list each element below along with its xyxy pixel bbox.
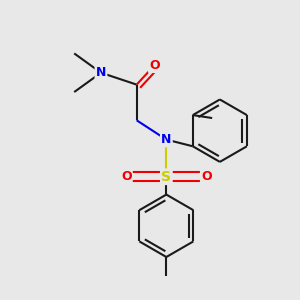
Text: O: O: [201, 170, 212, 183]
Text: N: N: [96, 66, 106, 79]
Text: N: N: [161, 133, 172, 146]
Text: S: S: [161, 170, 171, 184]
Text: O: O: [121, 170, 131, 183]
Text: O: O: [149, 59, 160, 72]
